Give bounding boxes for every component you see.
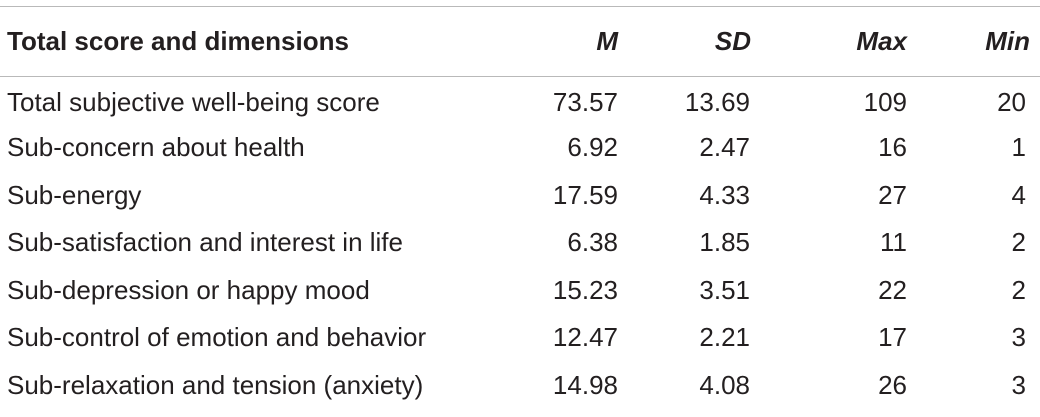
header-max: Max: [856, 26, 907, 56]
row-label: Sub-depression or happy mood: [7, 274, 370, 305]
table-header: Total score and dimensions M SD Max Min: [0, 6, 1040, 77]
row-max: 16: [878, 132, 907, 163]
row-max: 109: [863, 86, 907, 117]
table-row: Sub-satisfaction and interest in life 6.…: [0, 219, 1040, 267]
row-sd: 13.69: [684, 86, 750, 117]
row-mean: 14.98: [552, 369, 618, 400]
row-min: 4: [1011, 179, 1026, 210]
header-min: Min: [985, 26, 1030, 56]
table-body: Total subjective well-being score 73.57 …: [0, 77, 1040, 410]
row-sd: 4.33: [699, 179, 750, 210]
row-mean: 15.23: [552, 274, 618, 305]
table-row: Sub-relaxation and tension (anxiety) 14.…: [0, 362, 1040, 410]
table-row: Total subjective well-being score 73.57 …: [0, 77, 1040, 125]
table-row: Sub-depression or happy mood 15.23 3.51 …: [0, 267, 1040, 315]
header-mean: M: [596, 26, 618, 56]
row-mean: 6.38: [567, 227, 618, 258]
row-label: Sub-control of emotion and behavior: [7, 322, 427, 353]
row-min: 3: [1011, 322, 1026, 353]
row-sd: 4.08: [699, 369, 750, 400]
row-max: 27: [878, 179, 907, 210]
row-sd: 2.47: [699, 132, 750, 163]
row-sd: 3.51: [699, 274, 750, 305]
table-row: Sub-energy 17.59 4.33 27 4: [0, 172, 1040, 220]
row-min: 3: [1011, 369, 1026, 400]
row-label: Sub-relaxation and tension (anxiety): [7, 369, 424, 400]
header-row: Total score and dimensions M SD Max Min: [0, 6, 1040, 77]
row-min: 2: [1011, 274, 1026, 305]
row-min: 20: [997, 86, 1026, 117]
header-sd: SD: [714, 26, 751, 56]
well-being-stats-table: Total score and dimensions M SD Max Min …: [0, 6, 1040, 409]
header-dimension: Total score and dimensions: [7, 26, 349, 56]
row-label: Sub-concern about health: [7, 132, 305, 163]
row-mean: 6.92: [567, 132, 618, 163]
row-label: Sub-satisfaction and interest in life: [7, 227, 403, 258]
row-mean: 17.59: [552, 179, 618, 210]
row-label: Total subjective well-being score: [7, 86, 380, 117]
row-label: Sub-energy: [7, 179, 142, 210]
row-min: 2: [1011, 227, 1026, 258]
row-mean: 12.47: [552, 322, 618, 353]
row-max: 11: [880, 227, 907, 258]
row-sd: 1.85: [699, 227, 750, 258]
table-row: Sub-concern about health 6.92 2.47 16 1: [0, 124, 1040, 172]
row-max: 17: [878, 322, 907, 353]
row-max: 22: [878, 274, 907, 305]
row-min: 1: [1011, 132, 1026, 163]
table-row: Sub-control of emotion and behavior 12.4…: [0, 314, 1040, 362]
row-mean: 73.57: [552, 86, 618, 117]
row-max: 26: [878, 369, 907, 400]
row-sd: 2.21: [699, 322, 750, 353]
